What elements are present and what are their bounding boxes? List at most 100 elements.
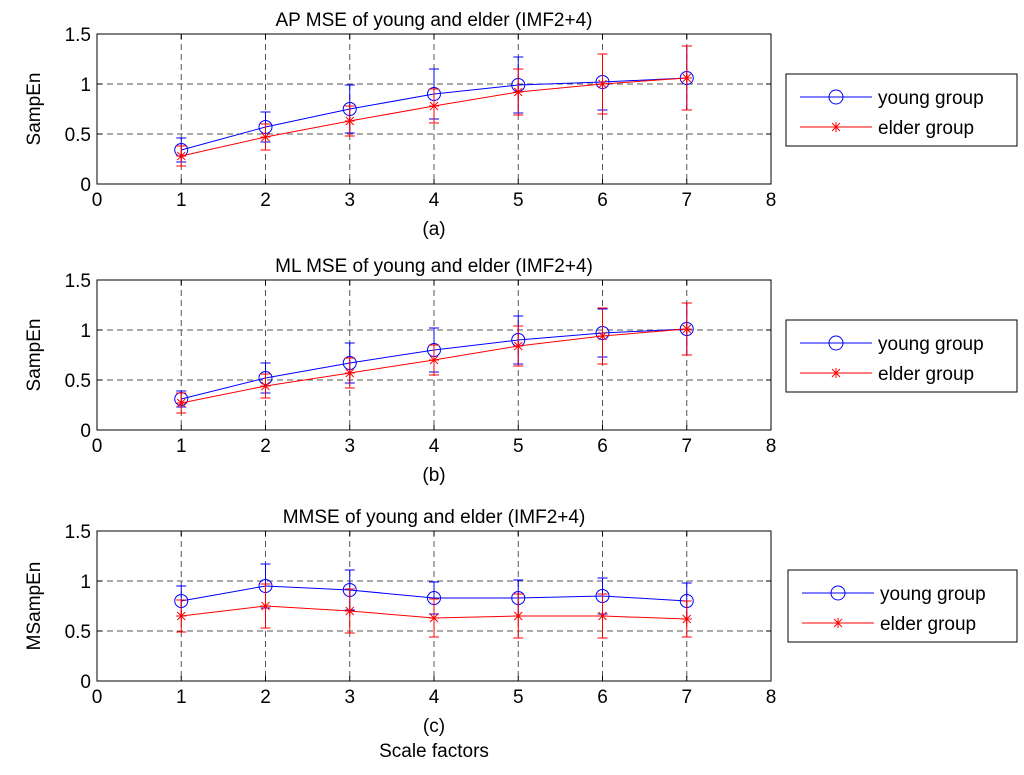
legend-label: young group: [880, 584, 986, 605]
data-point: [429, 355, 439, 365]
y-tick-label: 0.5: [65, 622, 91, 643]
data-point: [260, 132, 271, 142]
x-tick-label: 6: [597, 687, 608, 708]
x-tick-label: 8: [766, 687, 777, 708]
legend-item-elder: elder group: [802, 614, 976, 635]
x-tick-label: 3: [344, 190, 355, 211]
x-tick-label: 3: [344, 436, 355, 457]
legend-marker: [831, 368, 841, 378]
x-tick-label: 5: [513, 436, 524, 457]
x-tick-label: 7: [681, 190, 692, 211]
chart-title: MMSE of young and elder (IMF2+4): [283, 507, 586, 528]
x-tick-label: 0: [92, 190, 103, 211]
x-tick-label: 2: [260, 687, 271, 708]
y-tick-label: 1: [80, 321, 91, 342]
series-elder: [176, 302, 692, 414]
legend-box: [785, 73, 1018, 147]
data-point: [176, 398, 187, 408]
star-stroke: [261, 132, 270, 142]
chart-panel-2: 0 1 2 3 4 5 6 7 8 0 0.5 1 1.5 MMSE of young and elder…: [24, 507, 1018, 737]
data-point: [260, 601, 271, 611]
legend-item-young: young group: [800, 334, 984, 355]
data-point: [260, 381, 271, 391]
legend-box: [787, 569, 1018, 643]
data-point: [681, 614, 692, 624]
star-stroke: [831, 368, 841, 378]
x-tick-label: 5: [513, 687, 524, 708]
star-stroke: [831, 122, 841, 132]
y-axis-label: SampEn: [24, 73, 45, 146]
chart-panel-0: 0 1 2 3 4 5 6 7 8 0 0.5 1 1.5 AP MSE of young and eld…: [24, 10, 1018, 240]
x-tick-label: 2: [260, 436, 271, 457]
chart-panel-1: 0 1 2 3 4 5 6 7 8 0 0.5 1 1.5 ML MSE of young and eld…: [24, 256, 1018, 486]
x-tick-label: 1: [176, 687, 187, 708]
y-tick-label: 1.5: [65, 271, 91, 292]
star-stroke: [429, 101, 439, 111]
y-tick-label: 0: [80, 175, 91, 196]
x-tick-label: 7: [681, 687, 692, 708]
x-tick-label: 1: [176, 190, 187, 211]
legend-item-elder: elder group: [800, 364, 974, 385]
x-tick-label: 8: [766, 436, 777, 457]
x-tick-label: 2: [260, 190, 271, 211]
star-stroke: [682, 73, 692, 83]
x-tick-label: 4: [429, 687, 440, 708]
star-stroke: [429, 355, 439, 365]
star-stroke: [513, 341, 523, 351]
series-elder: [176, 583, 692, 639]
star-stroke: [345, 116, 355, 126]
x-tick-label: 6: [597, 190, 608, 211]
x-tick-label: 8: [766, 190, 777, 211]
x-tick-label: 4: [429, 190, 440, 211]
legend: young group elder group: [785, 319, 1018, 393]
y-tick-label: 1: [80, 572, 91, 593]
legend-item-elder: elder group: [800, 118, 974, 139]
star-stroke: [598, 331, 607, 341]
x-tick-label: 5: [513, 190, 524, 211]
y-tick-label: 0.5: [65, 125, 91, 146]
star-stroke: [682, 324, 692, 334]
x-tick-label: 3: [344, 687, 355, 708]
data-point: [176, 611, 187, 621]
panel-caption: (c): [423, 716, 445, 737]
y-axis-label: SampEn: [24, 319, 45, 392]
star-stroke: [345, 606, 355, 616]
legend-box: [785, 319, 1018, 393]
data-point: [597, 331, 608, 341]
y-tick-label: 1: [80, 75, 91, 96]
x-tick-label: 1: [176, 436, 187, 457]
x-tick-label: 0: [92, 687, 103, 708]
y-tick-label: 0: [80, 421, 91, 442]
star-stroke: [598, 611, 607, 621]
star-stroke: [513, 611, 523, 621]
data-point: [429, 613, 439, 623]
star-stroke: [513, 87, 523, 97]
star-stroke: [176, 398, 186, 408]
x-tick-label: 0: [92, 436, 103, 457]
data-point: [344, 606, 355, 616]
x-tick-label: 7: [681, 436, 692, 457]
data-point: [176, 151, 187, 161]
chart-title: AP MSE of young and elder (IMF2+4): [275, 10, 592, 31]
y-tick-label: 0: [80, 672, 91, 693]
data-point: [513, 341, 524, 351]
y-axis-label: MSampEn: [24, 562, 45, 651]
y-tick-label: 0.5: [65, 371, 91, 392]
star-stroke: [261, 381, 270, 391]
legend-label: elder group: [878, 118, 974, 139]
y-tick-label: 1.5: [65, 522, 91, 543]
data-point: [513, 611, 524, 621]
legend-marker: [833, 618, 843, 628]
panel-caption: (b): [422, 465, 445, 486]
legend-item-young: young group: [802, 584, 986, 605]
star-stroke: [176, 611, 186, 621]
data-point: [513, 87, 524, 97]
legend-label: elder group: [878, 364, 974, 385]
x-tick-label: 6: [597, 436, 608, 457]
data-point: [429, 101, 439, 111]
star-stroke: [261, 601, 270, 611]
star-stroke: [682, 614, 692, 624]
data-point: [344, 116, 355, 126]
legend-marker: [828, 89, 844, 105]
